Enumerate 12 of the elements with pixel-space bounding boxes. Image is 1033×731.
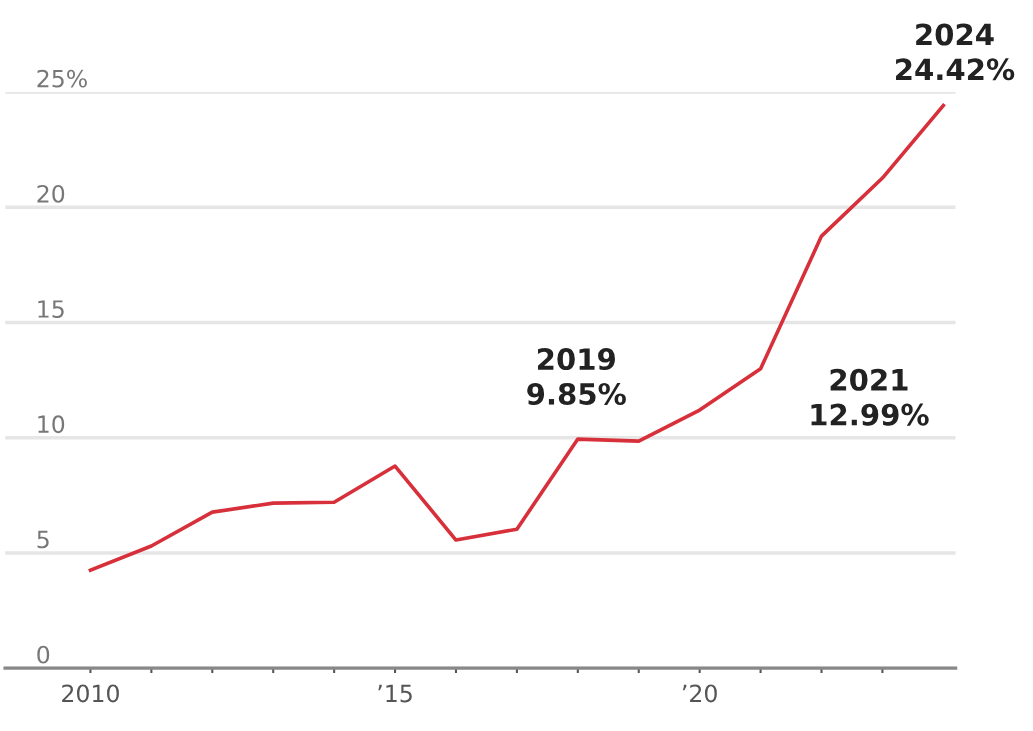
y-tick-label: 0 [37, 645, 50, 664]
y-tick-label: 25% [37, 69, 87, 88]
y-tick-label: 15 [38, 300, 64, 318]
y-tick-label: 5 [37, 530, 49, 549]
x-tick-label: ’15 [378, 684, 412, 703]
x-tick-label: 2010 [62, 684, 119, 703]
y-tick-label: 10 [38, 415, 65, 434]
x-tick-label: ’20 [682, 684, 717, 703]
annotation: 2019 9.85% [527, 348, 626, 405]
annotation: 2021 12.99% [811, 368, 929, 426]
y-tick-label: 20 [37, 184, 65, 203]
annotation: 2024 24.42% [896, 23, 1015, 81]
